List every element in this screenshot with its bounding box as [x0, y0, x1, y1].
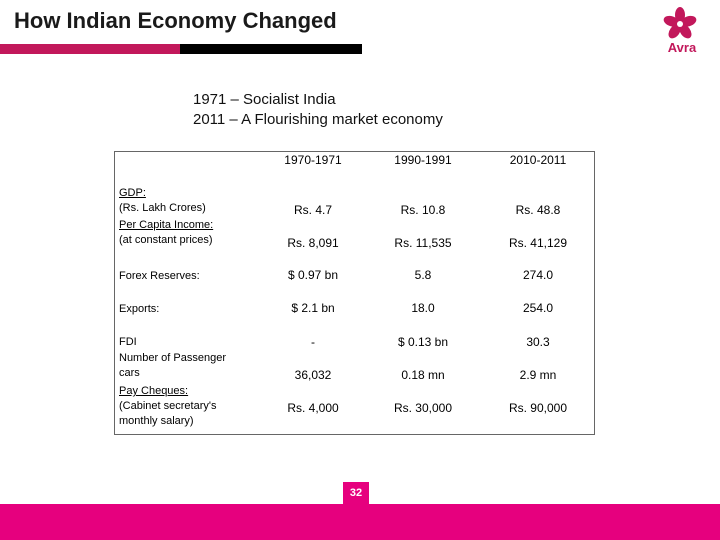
table-cell: 254.0 [522, 301, 554, 315]
table-cell: - [311, 335, 315, 349]
row-label-fdi: FDI [119, 335, 137, 350]
row-label-per-capita-income: Per Capita Income: (at constant prices) [119, 218, 213, 248]
column-header: 1990-1991 [394, 153, 452, 167]
row-label-line: GDP: [119, 187, 146, 199]
flower-icon [663, 7, 697, 39]
subtitle: 1971 – Socialist India 2011 – A Flourish… [193, 90, 443, 130]
table-cell: Rs. 90,000 [508, 401, 568, 415]
brand-name: Avra [667, 40, 697, 55]
row-label-line: Forex Reserves: [119, 270, 200, 282]
table-cell: 30.3 [526, 335, 550, 349]
row-label-line: Per Capita Income: [119, 219, 214, 231]
table-cell: Rs. 4.7 [293, 203, 332, 217]
title-underline [0, 44, 362, 54]
table-cell: Rs. 10.8 [400, 203, 446, 217]
table-cell: 2.9 mn [519, 368, 557, 382]
column-header: 1970-1971 [284, 153, 342, 167]
row-label-line: cars [119, 367, 140, 379]
table-cell: 5.8 [414, 268, 432, 282]
row-label-line: Exports: [119, 303, 160, 315]
table-cell: $ 0.13 bn [397, 335, 449, 349]
subtitle-line-1: 1971 – Socialist India [193, 91, 336, 108]
table-cell: 18.0 [411, 301, 435, 315]
footer-bar [0, 504, 720, 540]
data-table [114, 151, 595, 435]
slide-title: How Indian Economy Changed [14, 8, 337, 33]
row-label-line: (at constant prices) [119, 234, 213, 246]
table-cell: Rs. 41,129 [508, 236, 568, 250]
row-label-line: Number of Passenger [119, 352, 226, 364]
row-label-line: (Cabinet secretary's [119, 400, 217, 412]
title-underline-accent [0, 44, 180, 54]
row-label-line: monthly salary) [119, 415, 194, 427]
table-cell: 0.18 mn [401, 368, 445, 382]
page-number-box [343, 482, 369, 504]
row-label-passenger-cars: Number of Passenger cars [119, 351, 226, 381]
row-label-forex-reserves: Forex Reserves: [119, 269, 200, 284]
table-cell: Rs. 48.8 [515, 203, 561, 217]
table-cell: Rs. 4,000 [287, 401, 339, 415]
subtitle-line-2: 2011 – A Flourishing market economy [193, 111, 443, 128]
table-cell: Rs. 8,091 [287, 236, 339, 250]
page-number: 32 [349, 487, 363, 499]
table-cell: Rs. 11,535 [394, 236, 452, 250]
table-cell: 36,032 [294, 368, 332, 382]
row-label-line: FDI [119, 336, 137, 348]
row-label-line: Pay Cheques: [119, 385, 189, 397]
table-cell: $ 2.1 bn [291, 301, 335, 315]
row-label-gdp: GDP: (Rs. Lakh Crores) [119, 186, 206, 216]
row-label-pay-cheques: Pay Cheques: (Cabinet secretary's monthl… [119, 384, 216, 429]
table-cell: 274.0 [522, 268, 554, 282]
row-label-exports: Exports: [119, 302, 159, 317]
row-label-line: (Rs. Lakh Crores) [119, 202, 206, 214]
table-cell: $ 0.97 bn [287, 268, 339, 282]
column-header: 2010-2011 [509, 153, 567, 167]
table-cell: Rs. 30,000 [393, 401, 453, 415]
